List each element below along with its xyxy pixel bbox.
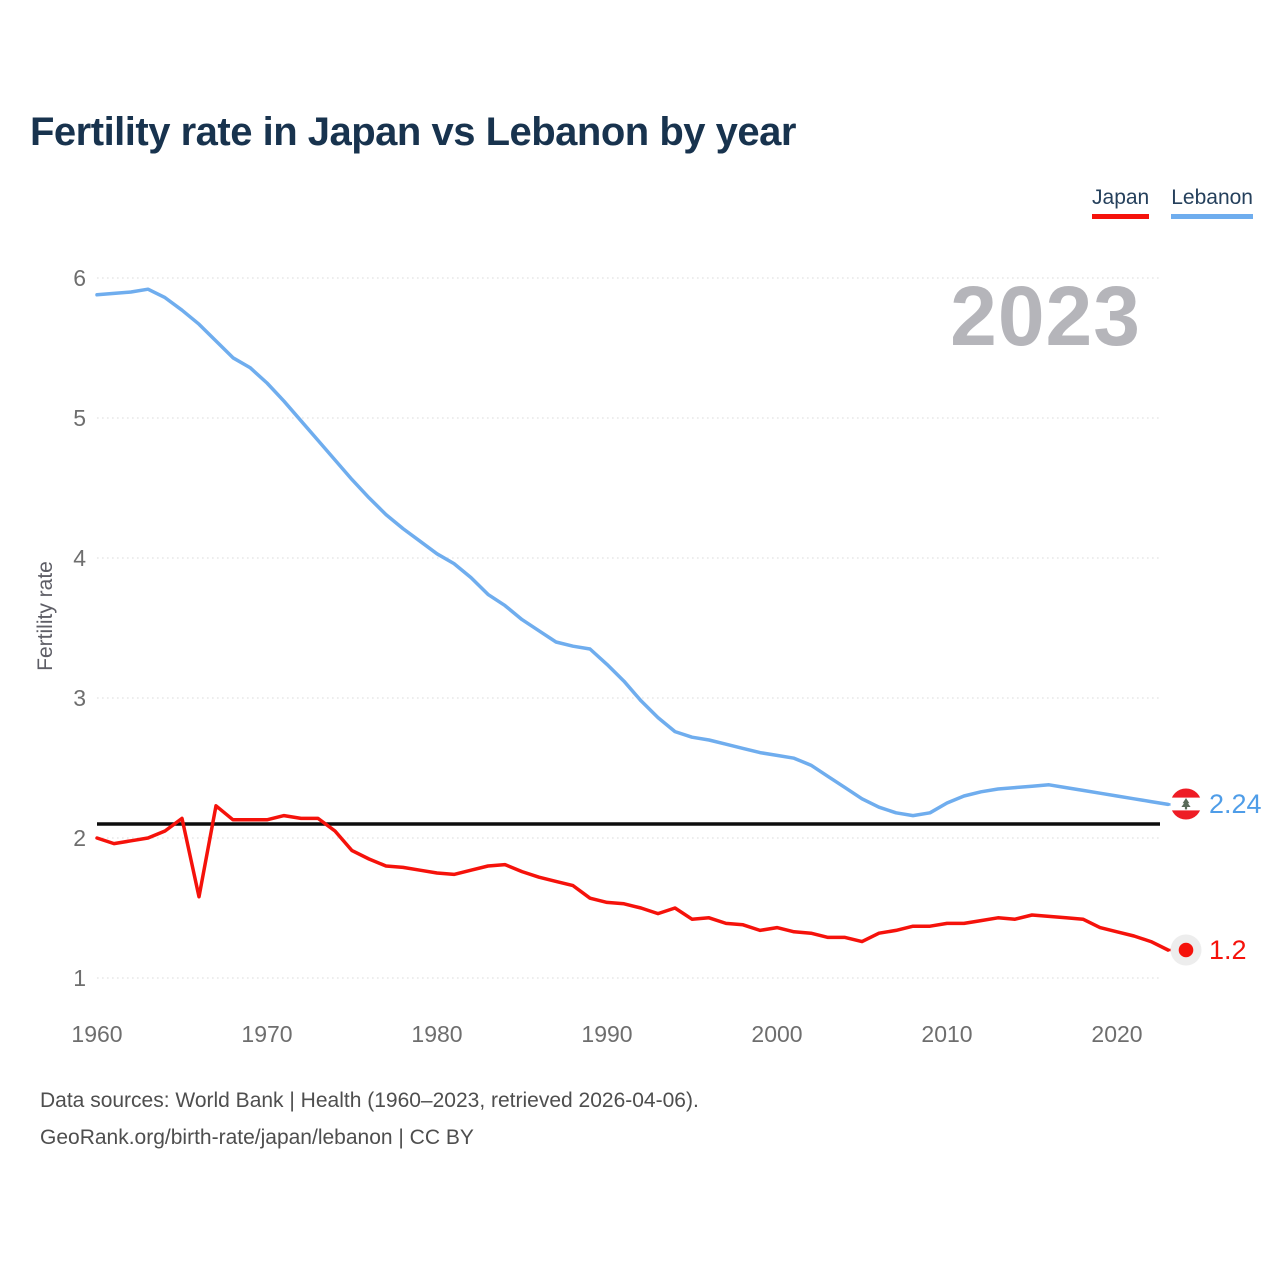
y-tick-label-2: 2 <box>73 825 86 851</box>
x-tick-label-1980: 1980 <box>411 1021 462 1047</box>
year-watermark: 2023 <box>950 269 1141 363</box>
y-tick-label-4: 4 <box>73 545 86 571</box>
footer: Data sources: World Bank | Health (1960–… <box>40 1082 699 1156</box>
japan-end-marker: 1.2 <box>1170 933 1247 967</box>
y-tick-label-1: 1 <box>73 965 86 991</box>
x-tick-label-2010: 2010 <box>921 1021 972 1047</box>
lebanon-end-value: 2.24 <box>1209 788 1262 819</box>
lebanon-series-line <box>95 287 1170 818</box>
legend-item-japan[interactable]: Japan <box>1092 186 1150 219</box>
x-tick-label-1990: 1990 <box>581 1021 632 1047</box>
japan-series-line <box>95 804 1170 952</box>
x-tick-label-1970: 1970 <box>241 1021 292 1047</box>
legend-label-lebanon: Lebanon <box>1171 186 1253 209</box>
x-tick-label-2000: 2000 <box>751 1021 802 1047</box>
footer-sources-line: Data sources: World Bank | Health (1960–… <box>40 1089 699 1112</box>
japan-end-value: 1.2 <box>1209 934 1247 965</box>
y-tick-label-5: 5 <box>73 405 86 431</box>
y-tick-label-3: 3 <box>73 685 86 711</box>
legend: Japan Lebanon <box>1092 186 1253 219</box>
x-tick-label-1960: 1960 <box>71 1021 122 1047</box>
y-tick-label-6: 6 <box>73 265 86 291</box>
page-title: Fertility rate in Japan vs Lebanon by ye… <box>30 110 796 154</box>
legend-label-japan: Japan <box>1092 186 1150 209</box>
japan-flag-icon <box>1170 934 1202 966</box>
footer-attribution-line: GeoRank.org/birth-rate/japan/lebanon | C… <box>40 1126 474 1149</box>
x-tick-label-2020: 2020 <box>1091 1021 1142 1047</box>
lebanon-flag-icon <box>1170 788 1202 820</box>
lebanon-end-marker: 2.24 <box>1170 787 1262 821</box>
legend-item-lebanon[interactable]: Lebanon <box>1171 186 1253 219</box>
